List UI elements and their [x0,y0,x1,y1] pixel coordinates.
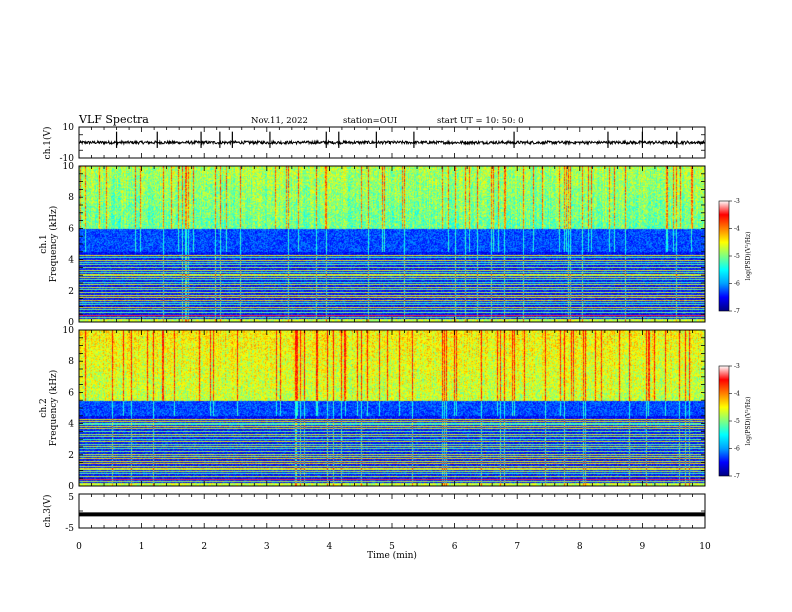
x-tick-label: 5 [389,542,395,552]
ch1-ytick-label: 6 [68,224,74,234]
x-axis-label: Time (min) [367,550,417,561]
ch3-waveform-ticks [78,493,706,529]
ch2-colorbar-tick-label: -3 [734,363,740,370]
ch3-ytick-bottom: -5 [65,524,74,534]
x-tick-label: 4 [327,542,333,552]
ch3-waveform-frame [78,493,706,529]
x-tick-label: 1 [139,542,145,552]
ch1-colorbar-tick-label: -6 [734,281,740,288]
station-label: station=OUI [343,116,397,126]
ch1-ytick-label: 2 [68,287,74,297]
x-tick-label: 9 [640,542,646,552]
ch3-waveform-ylabel: ch.3(V) [42,495,53,528]
ch1-waveform-panel: 10 -10 ch.1(V) [42,123,706,164]
ch1-ytick-label: 4 [68,256,74,266]
ch1-colorbar-ticks: -3 -4 -5 -6 -7 [729,198,740,315]
ch1-waveform-trace [78,131,706,148]
start-time-label: start UT = 10: 50: 0 [437,116,524,126]
x-tick-label: 8 [577,542,583,552]
x-tick-label: 3 [264,542,270,552]
ch2-ytick-label: 0 [68,482,74,492]
ch1-spectrogram-ytick-labels: 0 2 4 6 8 10 [63,162,75,328]
ch1-colorbar-label: log(PSD)(V²/Hz) [745,232,752,281]
ch2-spectrogram-ytick-labels: 0 2 4 6 8 10 [63,326,75,492]
ch1-colorbar-tick-label: -3 [734,198,740,205]
ch2-colorbar-tick-label: -5 [734,418,740,425]
x-tick-label: 0 [76,542,82,552]
x-axis-tick-labels: 0 1 2 3 4 5 6 7 8 9 10 [76,542,711,552]
ch1-spectrogram-image [79,166,705,322]
ch1-ytick-top: 10 [63,123,75,133]
ch2-colorbar-tick-label: -7 [734,473,740,480]
ch1-ytick-label: 0 [68,318,74,328]
ch1-spectrogram-ticks [78,165,706,323]
ch1-waveform-ylabel: ch.1(V) [42,127,53,160]
ch2-spectrogram-ticks [78,329,706,487]
x-tick-label: 7 [514,542,520,552]
ch1-colorbar-tick-label: -4 [734,226,740,233]
ch1-spectrogram-channel-label: ch.1 [39,234,49,253]
figure-title: VLF Spectra [78,113,149,126]
ch2-ytick-label: 6 [68,388,74,398]
date-label: Nov.11, 2022 [251,116,308,126]
ch1-ytick-label: 10 [63,162,75,172]
ch1-colorbar [719,201,729,311]
ch1-spectrogram-ylabel: Frequency (kHz) [48,206,59,283]
ch2-colorbar-tick-label: -4 [734,391,740,398]
ch2-spectrogram-ylabel: Frequency (kHz) [48,370,59,447]
ch2-spectrogram-image [79,330,705,486]
ch1-ytick-bottom: -10 [60,154,75,164]
ch2-ytick-label: 2 [68,451,74,461]
x-tick-label: 2 [201,542,207,552]
ch3-ytick-top: 5 [68,493,74,503]
x-tick-label: 10 [699,542,711,552]
ch1-ytick-label: 8 [68,193,74,203]
ch2-colorbar [719,366,729,476]
ch1-colorbar-tick-label: -5 [734,253,740,260]
ch2-ytick-label: 10 [63,326,75,336]
ch2-colorbar-ticks: -3 -4 -5 -6 -7 [729,363,740,480]
ch3-waveform-panel: 5 -5 ch.3(V) [42,493,706,534]
x-tick-label: 6 [452,542,458,552]
ch2-colorbar-tick-label: -6 [734,446,740,453]
ch2-spectrogram-channel-label: ch.2 [39,398,49,417]
ch2-colorbar-label: log(PSD)(V²/Hz) [745,397,752,446]
ch2-ytick-label: 8 [68,357,74,367]
ch1-noise-path [78,139,706,146]
ch1-colorbar-tick-label: -7 [734,308,740,315]
ch1-waveform-ticks [78,127,706,158]
ch2-ytick-label: 4 [68,420,74,430]
